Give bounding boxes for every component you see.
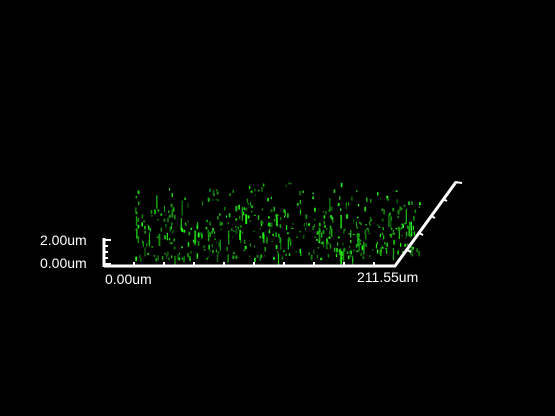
z-label-top: 2.00um	[40, 232, 87, 248]
render-view: 2.00um 0.00um 0.00um 211.55um	[0, 0, 555, 416]
background	[0, 0, 555, 416]
depth-tick	[455, 182, 462, 183]
x-label-end: 211.55um	[357, 269, 418, 285]
page: 2.00um 0.00um 0.00um 211.55um (() => { c…	[0, 0, 555, 416]
x-label-start: 0.00um	[105, 271, 152, 287]
z-label-bottom: 0.00um	[40, 255, 87, 271]
